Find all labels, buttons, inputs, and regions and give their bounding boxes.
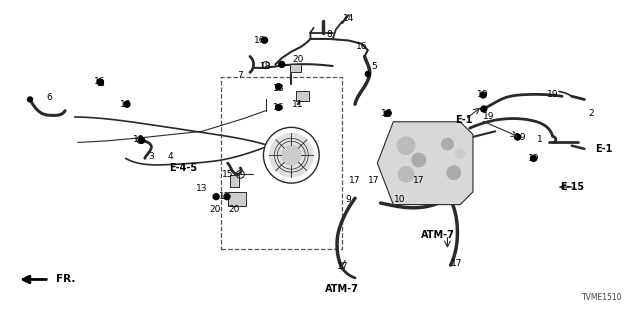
Circle shape [481,106,487,112]
Text: 17: 17 [337,262,348,271]
Bar [230,175,239,187]
Circle shape [264,127,319,183]
Text: 17: 17 [349,176,361,185]
Circle shape [385,110,391,116]
Text: FR.: FR. [56,275,75,284]
Text: E-1: E-1 [454,115,472,125]
Circle shape [455,149,465,159]
Text: 14: 14 [343,14,355,23]
Circle shape [282,145,301,165]
Text: 19: 19 [477,90,488,99]
Text: 10: 10 [394,195,405,204]
Circle shape [398,166,414,182]
Text: 5: 5 [371,61,377,70]
Text: TVME1510: TVME1510 [582,293,623,302]
Circle shape [531,156,536,161]
Text: 15: 15 [222,170,234,179]
Text: 9: 9 [346,195,351,204]
Bar [221,77,342,249]
Circle shape [279,61,285,68]
Text: ATM-7: ATM-7 [325,284,359,294]
Circle shape [442,138,453,150]
Bar [385,111,389,116]
Circle shape [262,37,268,43]
Text: 19: 19 [483,113,495,122]
Text: 16: 16 [253,36,265,45]
Text: 20: 20 [209,205,221,214]
Text: 1: 1 [537,135,543,144]
Text: 18: 18 [132,135,144,144]
Circle shape [269,133,313,177]
Circle shape [412,153,426,167]
Text: 17: 17 [369,176,380,185]
Circle shape [97,79,103,85]
Text: 16: 16 [95,77,106,86]
Circle shape [139,137,145,143]
Text: 6: 6 [46,93,52,102]
Text: 16: 16 [356,42,367,52]
Text: 12: 12 [219,192,230,201]
Bar [290,64,301,72]
Text: 7: 7 [237,71,243,80]
Text: E-1: E-1 [595,144,612,154]
Circle shape [480,92,486,98]
Text: 8: 8 [326,30,332,39]
Circle shape [515,134,520,140]
Circle shape [276,84,282,90]
Bar [228,192,246,206]
Circle shape [276,104,282,110]
Text: 11: 11 [292,100,303,109]
Circle shape [365,71,371,76]
Text: E-4-5: E-4-5 [169,163,197,173]
Bar [98,80,102,85]
Text: 4: 4 [168,152,173,161]
Circle shape [28,97,33,102]
Text: E-15: E-15 [559,182,584,192]
Text: 16: 16 [273,103,284,112]
Text: 20: 20 [292,55,303,64]
Text: 19: 19 [515,133,527,142]
Text: 16: 16 [381,109,393,118]
Text: 18: 18 [273,84,284,93]
Bar [296,91,309,101]
Text: 17: 17 [413,176,424,185]
Text: 2: 2 [588,109,594,118]
Circle shape [447,166,461,180]
Text: 13: 13 [196,184,208,193]
Polygon shape [378,122,473,204]
Circle shape [224,194,230,200]
Text: 16: 16 [120,100,131,109]
Text: 19: 19 [547,90,558,99]
Text: 19: 19 [528,154,540,163]
Text: 3: 3 [148,152,154,161]
Circle shape [397,137,415,155]
Text: ATM-7: ATM-7 [421,230,455,240]
Text: 20: 20 [228,205,239,214]
Text: 17: 17 [451,259,463,268]
Circle shape [213,194,219,200]
Text: 18: 18 [260,61,271,70]
Circle shape [124,101,130,107]
